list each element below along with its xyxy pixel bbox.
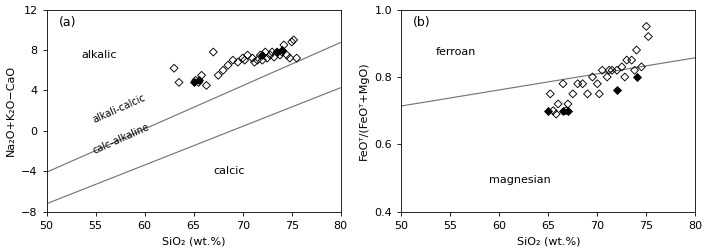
Text: calcic: calcic — [213, 166, 245, 176]
Point — [557, 109, 569, 113]
Point — [274, 53, 285, 57]
Point — [193, 80, 205, 84]
Point — [188, 80, 200, 84]
Point — [643, 35, 654, 39]
Point — [631, 75, 642, 79]
Point — [196, 73, 207, 77]
Point — [562, 102, 573, 106]
Text: alkali-calcic: alkali-calcic — [91, 92, 147, 125]
Point — [629, 68, 640, 72]
Point — [278, 43, 290, 47]
Point — [611, 88, 622, 92]
Point — [257, 53, 268, 57]
Point — [271, 50, 282, 54]
Point — [560, 109, 571, 113]
Text: (a): (a) — [58, 16, 76, 29]
Point — [212, 73, 224, 77]
Point — [217, 68, 229, 72]
Point — [268, 55, 280, 59]
Point — [190, 78, 201, 82]
Point — [552, 102, 564, 106]
Point — [557, 82, 569, 86]
Point — [252, 58, 263, 62]
Point — [626, 58, 637, 62]
Point — [281, 53, 292, 57]
Point — [597, 68, 608, 72]
Point — [249, 60, 260, 64]
Text: (b): (b) — [413, 16, 430, 29]
Point — [577, 82, 588, 86]
Point — [276, 50, 287, 54]
Point — [551, 112, 562, 116]
Point — [606, 68, 617, 72]
Y-axis label: FeOᵀ/(FeOᵀ+MgO): FeOᵀ/(FeOᵀ+MgO) — [359, 61, 369, 160]
Point — [582, 92, 593, 96]
Point — [237, 56, 249, 60]
Point — [641, 24, 652, 28]
Text: ferroan: ferroan — [435, 47, 476, 57]
Point — [201, 83, 212, 87]
Point — [265, 53, 276, 57]
Point — [232, 60, 244, 64]
Point — [567, 92, 578, 96]
X-axis label: SiO₂ (wt.%): SiO₂ (wt.%) — [517, 236, 580, 246]
Point — [593, 92, 605, 96]
Point — [286, 40, 297, 44]
Point — [260, 50, 271, 54]
Point — [169, 66, 180, 70]
Point — [592, 82, 603, 86]
Point — [603, 68, 615, 72]
Point — [291, 56, 302, 60]
Point — [544, 92, 556, 96]
Point — [271, 50, 282, 54]
Point — [284, 56, 295, 60]
Point — [242, 53, 253, 57]
Y-axis label: Na₂O+K₂O−CaO: Na₂O+K₂O−CaO — [6, 65, 16, 156]
Point — [616, 65, 627, 69]
Point — [255, 53, 266, 57]
Point — [621, 58, 632, 62]
Point — [266, 50, 278, 54]
Point — [173, 80, 185, 84]
Point — [547, 109, 559, 113]
Point — [542, 109, 554, 113]
Point — [636, 65, 647, 69]
Point — [247, 56, 258, 60]
Text: alkalic: alkalic — [81, 50, 116, 60]
Point — [602, 75, 613, 79]
Point — [257, 58, 268, 62]
Point — [587, 75, 598, 79]
Text: magnesian: magnesian — [489, 175, 552, 185]
X-axis label: SiO₂ (wt.%): SiO₂ (wt.%) — [162, 236, 225, 246]
Point — [572, 82, 583, 86]
Point — [276, 48, 287, 52]
Point — [619, 75, 630, 79]
Point — [631, 48, 642, 52]
Point — [222, 63, 234, 67]
Point — [261, 56, 273, 60]
Point — [562, 109, 573, 113]
Point — [207, 50, 219, 54]
Point — [239, 58, 251, 62]
Point — [227, 58, 239, 62]
Text: calc-alkaline: calc-alkaline — [91, 122, 151, 156]
Point — [193, 78, 205, 82]
Point — [288, 38, 299, 42]
Point — [611, 68, 622, 72]
